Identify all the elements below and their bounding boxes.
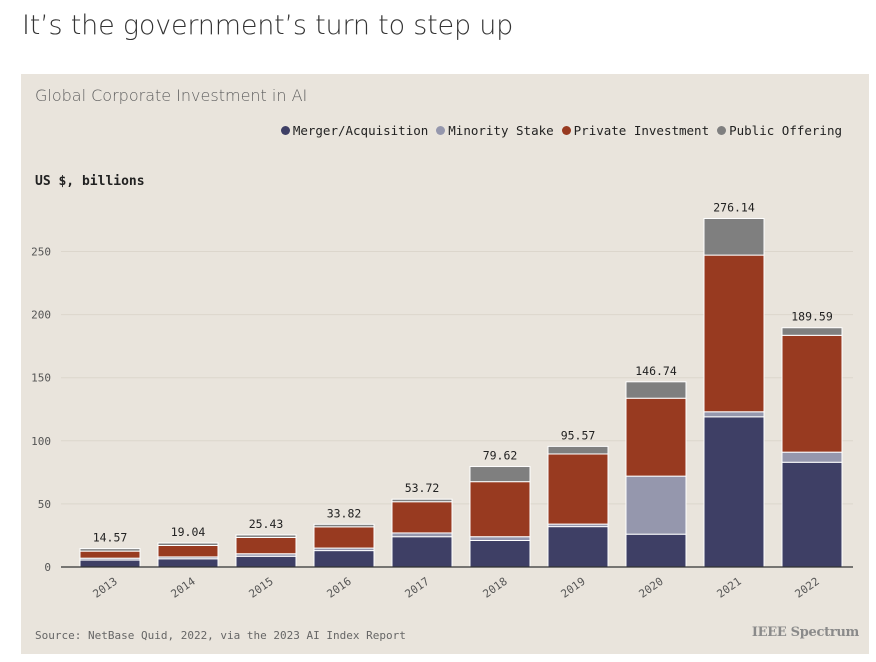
x-tick-label-2016: 2016 (325, 575, 354, 601)
ieee-spectrum-logo: IEEE Spectrum (751, 625, 859, 640)
legend-item-private: Private Investment (561, 123, 710, 138)
bar-segment-2020-3 (625, 381, 687, 399)
bar-segment-2018-1 (469, 536, 531, 541)
total-label-2019: 95.57 (561, 428, 596, 442)
bar-segment-2017-2 (391, 501, 453, 534)
bar-segment-2017-1 (391, 532, 453, 538)
total-label-2015: 25.43 (249, 517, 284, 531)
source-note: Source: NetBase Quid, 2022, via the 2023… (35, 629, 406, 642)
y-axis-label: US $, billions (35, 174, 145, 189)
bar-segment-2015-0 (235, 555, 297, 568)
bar-segment-2015-2 (235, 536, 297, 555)
total-label-2020: 146.74 (635, 364, 677, 378)
total-label-2017: 53.72 (405, 481, 440, 495)
legend-item-public: Public Offering (717, 123, 842, 138)
bar-segment-2019-0 (547, 526, 609, 568)
x-tick-label-2013: 2013 (91, 575, 120, 601)
bar-segment-2017-0 (391, 536, 453, 568)
bar-segment-2014-2 (157, 544, 219, 558)
legend-dot-minority (436, 126, 446, 135)
bar-segment-2014-3 (157, 542, 219, 546)
bar-segment-2021-2 (703, 254, 765, 413)
bar-segment-2021-3 (703, 218, 765, 256)
y-tick-label-0: 0 (44, 561, 51, 574)
bar-chart-plot: 0 50 100 150 200 250 14.57 2013 19.04 2014 25.43 20… (31, 201, 853, 601)
total-label-2014: 19.04 (171, 525, 206, 539)
chart-card: Global Corporate Investment in AI Merger… (21, 74, 869, 654)
bar-segment-2016-2 (313, 526, 375, 549)
total-label-2016: 33.82 (327, 506, 362, 520)
total-label-2022: 189.59 (791, 310, 833, 324)
total-label-2018: 79.62 (483, 449, 518, 463)
legend-label-private: Private Investment (573, 123, 710, 138)
y-tick-label-200: 200 (31, 309, 51, 322)
legend-label-merger: Merger/Acquisition (292, 123, 429, 138)
x-tick-label-2018: 2018 (481, 575, 510, 601)
x-tick-label-2015: 2015 (247, 575, 276, 601)
bar-segment-2018-2 (469, 481, 531, 538)
x-tick-label-2017: 2017 (403, 575, 432, 601)
bar-segment-2020-2 (625, 397, 687, 477)
x-tick-label-2014: 2014 (169, 575, 198, 601)
bar-segment-2017-3 (391, 498, 453, 503)
bar-segment-2022-2 (781, 334, 843, 453)
bar-segment-2013-0 (79, 559, 141, 568)
bar-segment-2013-3 (79, 548, 141, 552)
legend-item-minority: Minority Stake (436, 123, 554, 138)
bar-segment-2022-3 (781, 327, 843, 336)
x-tick-label-2021: 2021 (715, 575, 744, 601)
bar-segment-2016-3 (313, 523, 375, 528)
x-tick-label-2019: 2019 (559, 575, 588, 601)
y-tick-label-50: 50 (38, 498, 51, 511)
legend-item-merger: Merger/Acquisition (280, 123, 429, 138)
bar-segment-2016-0 (313, 550, 375, 568)
x-tick-label-2022: 2022 (793, 575, 822, 601)
legend-dot-private (561, 126, 571, 135)
total-label-2013: 14.57 (93, 531, 128, 545)
x-tick-label-2020: 2020 (637, 575, 666, 601)
bar-segment-2020-0 (625, 533, 687, 568)
bar-segment-2015-3 (235, 534, 297, 538)
bar-segment-2014-0 (157, 558, 219, 568)
bar-segment-2022-0 (781, 461, 843, 568)
legend-dot-merger (280, 126, 290, 135)
bar-segment-2013-2 (79, 550, 141, 559)
bar-segment-2019-3 (547, 445, 609, 455)
bar-segment-2021-1 (703, 411, 765, 418)
y-tick-label-250: 250 (31, 246, 51, 259)
bar-segment-2019-2 (547, 453, 609, 525)
chart-title: Global Corporate Investment in AI (35, 86, 308, 105)
y-tick-label-150: 150 (31, 372, 51, 385)
total-label-2021: 276.14 (713, 201, 755, 215)
chart-legend: Merger/Acquisition Minority Stake Privat… (280, 123, 842, 138)
bar-segment-2018-0 (469, 539, 531, 568)
bar-segment-2022-1 (781, 451, 843, 463)
legend-dot-public (717, 126, 727, 135)
y-tick-label-100: 100 (31, 435, 51, 448)
bar-segment-2021-0 (703, 416, 765, 568)
legend-label-minority: Minority Stake (448, 123, 554, 138)
bar-segment-2020-1 (625, 475, 687, 535)
legend-label-public: Public Offering (729, 123, 842, 138)
article-headline: It’s the government’s turn to step up (22, 10, 514, 41)
bar-segment-2018-3 (469, 466, 531, 483)
